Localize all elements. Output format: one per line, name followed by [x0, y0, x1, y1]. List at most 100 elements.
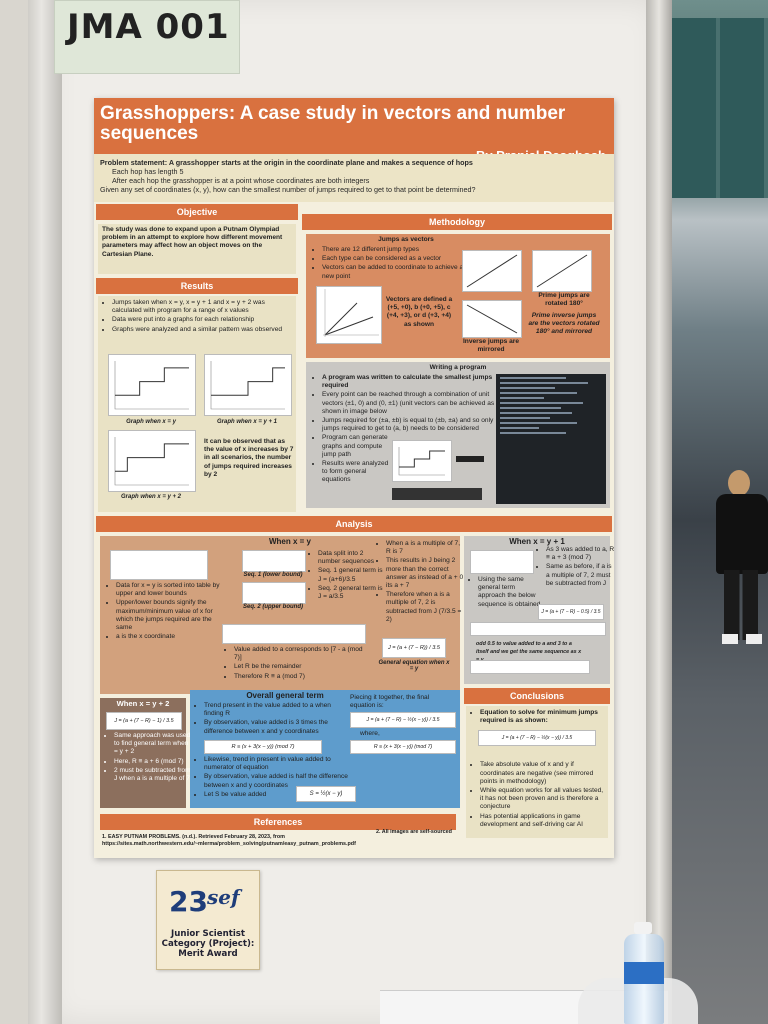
- overall-title: Overall general term: [246, 691, 324, 700]
- program-bullet-5: Results were analyzed to form general eq…: [322, 460, 394, 485]
- problem-statement-box: [94, 154, 614, 202]
- case2-sequence-row: [470, 660, 590, 674]
- vector-diagram: [316, 286, 382, 344]
- award-logo-text: sef: [207, 885, 240, 909]
- case1-bullet-1: Data for x = y is sorted into table by u…: [116, 582, 220, 598]
- program-bullet-1: A program was written to calculate the s…: [322, 374, 502, 390]
- water-bottle: [622, 922, 666, 1024]
- board-frame-right: [646, 0, 672, 1024]
- conclusions-bullet-2: Take absolute value of x and y if coordi…: [480, 761, 604, 786]
- case1-bullet-2: Upper/lower bounds signify the maximum/m…: [116, 599, 220, 632]
- seq2-caption: Seq. 2 (upper bound): [243, 604, 303, 610]
- overall-bullet-1: Trend present in the value added to a wh…: [204, 702, 350, 718]
- step-series-line: [211, 367, 285, 396]
- program-bullet-2: Every point can be reached through a com…: [322, 391, 502, 416]
- conclusions-bullet-1: Equation to solve for minimum jumps requ…: [480, 709, 604, 725]
- analysis-case-x-eq-y-plus-2: When x = y + 2 J = (a + (7 − R) − 1) / 3…: [100, 698, 194, 808]
- reference-2: 2. All images are self-sourced: [376, 829, 452, 835]
- award-label: Junior Scientist Category (Project): Mer…: [161, 929, 255, 959]
- jumps-bullet-2: Each type can be considered as a vector: [322, 255, 472, 263]
- case3-title: When x = y + 2: [116, 699, 170, 708]
- graph-axes: [398, 447, 445, 476]
- hall-windows: [672, 18, 768, 198]
- conclusions-bullet-3: While equation works for all values test…: [480, 787, 604, 812]
- objective-header: Objective: [96, 204, 298, 220]
- case1-equation: J = (a + (7 − R)) / 3.5: [382, 638, 446, 658]
- step-series-line: [115, 367, 189, 396]
- case1-right-1: When a is a multiple of 7, R is 7: [386, 540, 466, 556]
- case1-mid-1: Data split into 2 number sequences: [318, 550, 384, 566]
- overall-final-R: R ≡ (x + 3(x − y)) (mod 7): [350, 740, 456, 754]
- analysis-header: Analysis: [96, 516, 612, 532]
- program-code-screenshot: [496, 374, 606, 504]
- problem-bullet-2: After each hop the grasshopper is at a p…: [112, 176, 370, 185]
- overall-bullet-2: By observation, value added is 3 times t…: [204, 719, 350, 735]
- inverse-jumps-diagram: [462, 300, 522, 338]
- results-bullet-3: Graphs were analyzed and a similar patte…: [112, 326, 292, 334]
- arrow-icon: [456, 456, 484, 462]
- problem-question: Given any set of coordinates (x, y), how…: [100, 185, 476, 194]
- booth-tag-text: JMA 001: [67, 7, 230, 47]
- conclusions-header: Conclusions: [464, 688, 610, 704]
- case1-bullet-3: a is the x coordinate: [116, 633, 220, 641]
- jumps-title: Jumps as vectors: [378, 236, 434, 243]
- case1-bounds-table: [110, 550, 208, 580]
- graph-axes: [114, 437, 189, 486]
- results-observation: It can be observed that as the value of …: [204, 438, 294, 478]
- conclusions-bullet-4: Has potential applications in game devel…: [480, 813, 604, 829]
- program-output-graph: [392, 440, 452, 482]
- overall-bullet-5: Let S be value added: [204, 791, 350, 799]
- case1-mid-2: Seq. 1 general term is J = (a+6)/3.5: [318, 567, 384, 583]
- case1-right-3: Therefore when a is a multiple of 7, 2 i…: [386, 591, 466, 624]
- results-bullet-2: Data were put into a graphs for each rel…: [112, 316, 292, 324]
- overall-R-equation: R ≡ (x + 3(x − y)) (mod 7): [204, 740, 322, 754]
- seq2-table: [242, 582, 306, 604]
- case1-fractions-row: [222, 624, 366, 644]
- jumps-bullet-3: Vectors can be added to coordinate to ac…: [322, 264, 472, 280]
- inverse-jumps-text: Inverse jumps are mirrored: [462, 338, 520, 354]
- step-series-line: [399, 450, 445, 468]
- problem-bullet-1: Each hop has length 5: [112, 167, 184, 176]
- case2-bullet-1: As 3 was added to a, R ≡ a + 3 (mod 7): [546, 546, 614, 562]
- case1-value-1: Value added to a corresponds to [7 - a (…: [234, 646, 364, 662]
- general-equation-caption: General equation when x = y: [378, 660, 450, 672]
- program-title: Writing a program: [429, 364, 487, 371]
- step-series-line: [115, 443, 189, 472]
- prime-jumps-diagram: [462, 250, 522, 292]
- problem-text: Problem statement: A grasshopper starts …: [100, 158, 473, 167]
- graph-x-eq-y-plus-2-caption: Graph when x = y + 2: [120, 494, 182, 500]
- overall-general-term-panel: Overall general term Trend present in th…: [190, 690, 460, 808]
- methodology-header: Methodology: [302, 214, 612, 230]
- objective-text: The study was done to expand upon a Putn…: [98, 224, 296, 274]
- board-frame-left: [28, 0, 62, 1024]
- reference-1: 1. EASY PUTNAM PROBLEMS. (n.d.). Retriev…: [102, 834, 356, 847]
- conclusions-panel: Equation to solve for minimum jumps requ…: [466, 706, 608, 838]
- analysis-case-x-eq-y-plus-1: When x = y + 1 As 3 was added to a, R ≡ …: [464, 536, 614, 684]
- graph-axes: [114, 361, 189, 410]
- award-logo-number: 23: [169, 885, 208, 918]
- conclusions-equation: J = (a + (7 − R) − ½(x − y)) / 3.5: [478, 730, 596, 746]
- seq1-caption: Seq. 1 (lower bound): [243, 572, 303, 578]
- graph-x-eq-y-plus-1: [204, 354, 292, 416]
- overall-bullet-3: Likewise, trend in present in value adde…: [204, 756, 350, 772]
- poster-title: Grasshoppers: A case study in vectors an…: [100, 103, 566, 144]
- case1-right-2: This results in J being 2 more than the …: [386, 557, 466, 590]
- case1-value-3: Therefore R ≡ a (mod 7): [234, 673, 364, 681]
- analysis-case-x-eq-y: When x = y Data for x = y is sorted into…: [100, 536, 463, 694]
- case2-fractions-row: [470, 622, 606, 636]
- graph-x-eq-y: [108, 354, 196, 416]
- writing-program-panel: Writing a program A program was written …: [306, 362, 610, 508]
- overall-where: where,: [360, 730, 380, 737]
- prime-inverse-text: Prime inverse jumps are the vectors rota…: [528, 312, 600, 336]
- research-poster: Grasshoppers: A case study in vectors an…: [94, 98, 614, 858]
- graph-x-eq-y-caption: Graph when x = y: [126, 419, 176, 425]
- results-bullet-1: Jumps taken when x = y, x = y + 1 and x …: [112, 299, 292, 315]
- case3-bullet-2: Here, R ≡ a + 6 (mod 7): [114, 758, 194, 766]
- case1-mid-3: Seq. 2 general term is J = a/3.5: [318, 585, 384, 601]
- program-output-terminal: [392, 488, 482, 500]
- prime-jumps-text: Prime jumps are rotated 180°: [538, 292, 590, 308]
- jumps-bullet-1: There are 12 different jump types: [322, 246, 472, 254]
- overall-bullet-4: By observation, value added is half the …: [204, 773, 350, 789]
- references-header: References: [100, 814, 456, 830]
